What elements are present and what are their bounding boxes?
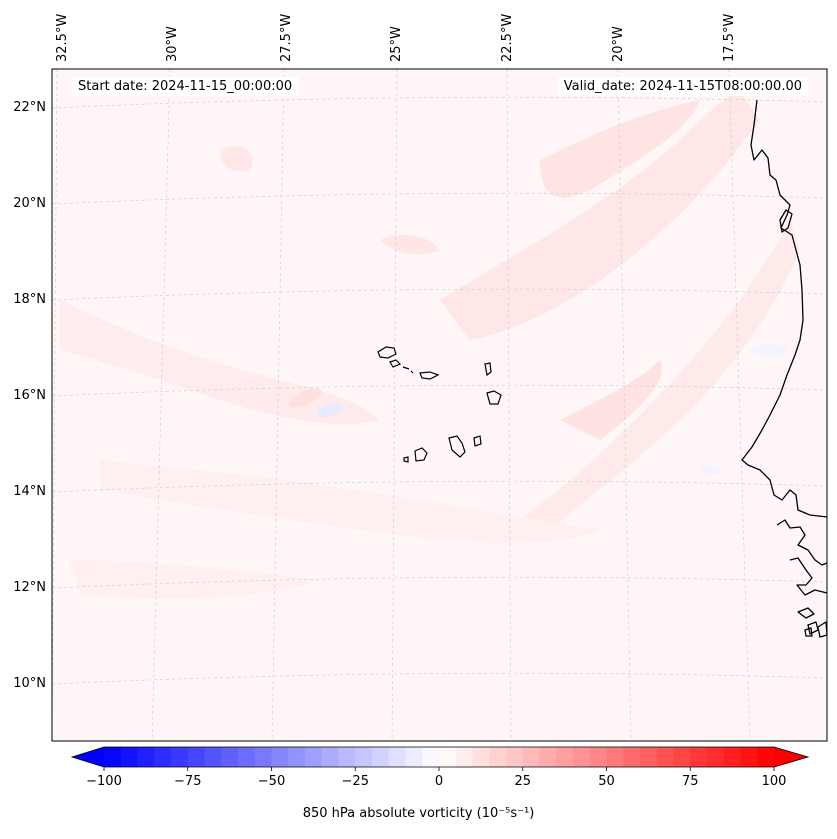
- lat-label: 20°N: [13, 196, 46, 211]
- colorbar-segment: [388, 747, 406, 767]
- colorbar-segment: [439, 747, 457, 767]
- lat-label: 10°N: [13, 676, 46, 691]
- colorbar-segment: [757, 747, 775, 767]
- lon-label: 22.5°W: [500, 14, 515, 62]
- cape-verde-islands: [377, 346, 502, 463]
- longitude-gridlines: [51, 68, 751, 742]
- lon-label: 32.5°W: [55, 14, 70, 62]
- lon-label: 20°W: [611, 26, 626, 62]
- colorbar-tick-label: 100: [762, 774, 787, 789]
- colorbar-tick-label: 75: [682, 774, 699, 789]
- colorbar-tick-label: −50: [258, 774, 285, 789]
- colorbar-segment: [338, 747, 356, 767]
- colorbar-ticks: −100 −75 −50 −25 0 25 50 75 100: [86, 767, 786, 789]
- colorbar-segment: [522, 747, 540, 767]
- lat-label: 18°N: [13, 292, 46, 307]
- colorbar-segments: [104, 747, 775, 767]
- colorbar-segment: [171, 747, 189, 767]
- valid-date-label: Valid_date: 2024-11-15T08:00:00.00: [557, 77, 808, 96]
- colorbar-segment: [606, 747, 624, 767]
- colorbar-segment: [355, 747, 373, 767]
- colorbar-segment: [640, 747, 658, 767]
- colorbar-segment: [455, 747, 473, 767]
- latitude-labels: 22°N 20°N 18°N 16°N 14°N 12°N 10°N: [13, 100, 46, 691]
- colorbar: −100 −75 −50 −25 0 25 50 75 100: [70, 746, 810, 789]
- colorbar-segment: [707, 747, 725, 767]
- colorbar-segment: [372, 747, 390, 767]
- colorbar-tick-label: −100: [86, 774, 122, 789]
- lon-label: 17.5°W: [722, 14, 737, 62]
- start-date-label: Start date: 2024-11-15_00:00:00: [72, 77, 299, 96]
- colorbar-segment: [137, 747, 155, 767]
- colorbar-segment: [238, 747, 256, 767]
- colorbar-segment: [305, 747, 323, 767]
- africa-coastline: [741, 99, 828, 638]
- colorbar-segment: [623, 747, 641, 767]
- colorbar-segment: [573, 747, 591, 767]
- lon-label: 25°W: [389, 26, 404, 62]
- colorbar-segment: [104, 747, 122, 767]
- colorbar-tick-label: 50: [598, 774, 615, 789]
- colorbar-segment: [740, 747, 758, 767]
- colorbar-segment: [288, 747, 306, 767]
- colorbar-segment: [472, 747, 490, 767]
- colorbar-segment: [422, 747, 440, 767]
- lat-label: 22°N: [13, 100, 46, 115]
- lat-label: 16°N: [13, 388, 46, 403]
- lat-label: 12°N: [13, 580, 46, 595]
- colorbar-segment: [656, 747, 674, 767]
- colorbar-segment: [271, 747, 289, 767]
- map-frame: [51, 68, 828, 742]
- colorbar-extend-high: [774, 747, 808, 767]
- vorticity-field: [60, 90, 800, 598]
- colorbar-tick-label: 0: [435, 774, 443, 789]
- colorbar-segment: [673, 747, 691, 767]
- colorbar-tick-label: −75: [174, 774, 201, 789]
- colorbar-segment: [154, 747, 172, 767]
- colorbar-extend-low: [72, 747, 104, 767]
- colorbar-segment: [204, 747, 222, 767]
- colorbar-segment: [405, 747, 423, 767]
- latitude-gridlines: [51, 96, 828, 685]
- colorbar-segment: [539, 747, 557, 767]
- colorbar-segment: [120, 747, 138, 767]
- colorbar-tick-label: 25: [514, 774, 531, 789]
- colorbar-segment: [221, 747, 239, 767]
- colorbar-segment: [589, 747, 607, 767]
- colorbar-segment: [254, 747, 272, 767]
- colorbar-segment: [723, 747, 741, 767]
- colorbar-segment: [187, 747, 205, 767]
- lon-label: 27.5°W: [279, 14, 294, 62]
- colorbar-segment: [321, 747, 339, 767]
- colorbar-segment: [506, 747, 524, 767]
- colorbar-segment: [556, 747, 574, 767]
- colorbar-tick-label: −25: [342, 774, 369, 789]
- colorbar-segment: [690, 747, 708, 767]
- lon-label: 30°W: [165, 26, 180, 62]
- colorbar-label: 850 hPa absolute vorticity (10⁻⁵s⁻¹): [302, 806, 535, 821]
- colorbar-segment: [489, 747, 507, 767]
- longitude-labels: 32.5°W 30°W 27.5°W 25°W 22.5°W 20°W 17.5…: [55, 14, 737, 62]
- lat-label: 14°N: [13, 484, 46, 499]
